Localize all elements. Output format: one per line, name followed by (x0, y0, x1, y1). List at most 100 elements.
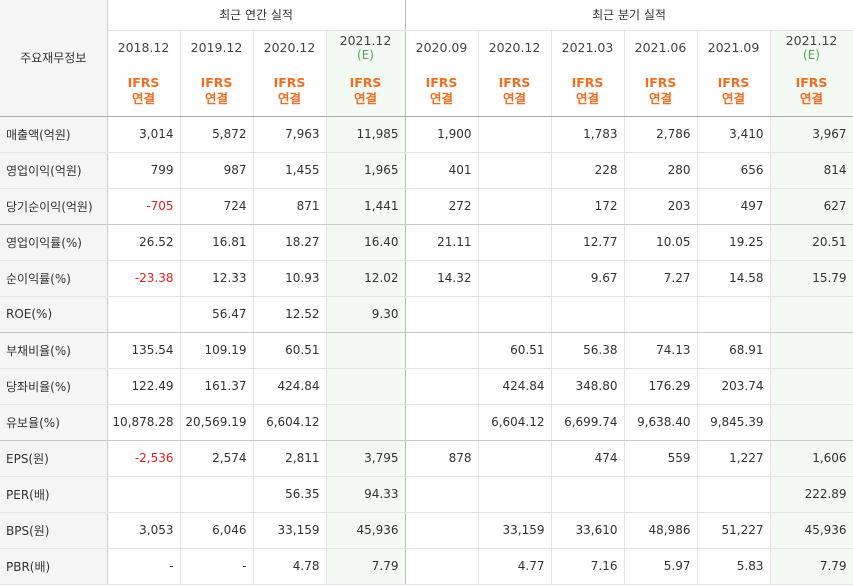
table-cell (770, 368, 853, 405)
period-header: 2018.12 (107, 30, 181, 66)
table-cell: 3,053 (107, 512, 181, 549)
table-cell: 7.16 (551, 548, 625, 585)
table-row: BPS(원) 3,053 6,046 33,159 45,936 33,159 33,610… (0, 512, 853, 549)
table-cell: 10,878.28 (107, 404, 181, 441)
table-cell: 51,227 (697, 512, 771, 549)
table-cell (478, 476, 552, 513)
table-cell: 1,455 (253, 152, 327, 189)
row-label: PER(배) (0, 476, 108, 513)
consolidation-type: 연결 (721, 90, 745, 106)
table-cell (405, 296, 479, 333)
row-label: ROE(%) (0, 296, 108, 333)
table-cell: 1,606 (770, 440, 853, 477)
table-cell: 12.02 (326, 260, 406, 297)
table-row: 당기순이익(억원) -705 724 871 1,441 272 172 203 497 627 (0, 188, 853, 225)
corner-label: 주요재무정보 (0, 0, 108, 117)
consolidation-type: 연결 (648, 90, 672, 106)
table-cell: -23.38 (107, 260, 181, 297)
ifrs-standard: IFRS (200, 74, 233, 90)
period-header: 2020.09 (405, 30, 479, 66)
row-label: 순이익률(%) (0, 260, 108, 297)
table-cell: 48,986 (624, 512, 698, 549)
period-label: 2018.12 (117, 40, 170, 56)
period-label: 2019.12 (190, 40, 243, 56)
table-cell: 45,936 (326, 512, 406, 549)
consolidation-type: 연결 (204, 90, 228, 106)
table-cell (326, 368, 406, 405)
table-cell: 18.27 (253, 224, 327, 261)
period-header: 2021.12 (E) (326, 30, 406, 66)
table-cell (478, 296, 552, 333)
table-cell: 4.77 (478, 548, 552, 585)
table-cell: 228 (551, 152, 625, 189)
table-cell: - (180, 548, 254, 585)
ifrs-label: IFRS 연결 (107, 66, 181, 117)
table-cell: 68.91 (697, 332, 771, 369)
table-cell: -2,536 (107, 440, 181, 477)
table-cell: 12.77 (551, 224, 625, 261)
table-cell: 14.32 (405, 260, 479, 297)
table-cell: 878 (405, 440, 479, 477)
period-label: 2021.12 (339, 33, 392, 49)
table-row: 순이익률(%) -23.38 12.33 10.93 12.02 14.32 9.67 7.2… (0, 260, 853, 297)
ifrs-standard: IFRS (498, 74, 531, 90)
table-cell (405, 404, 479, 441)
table-cell: 7,963 (253, 116, 327, 153)
period-label: 2021.12 (785, 33, 838, 49)
table-cell: 12.33 (180, 260, 254, 297)
table-cell: 627 (770, 188, 853, 225)
ifrs-standard: IFRS (273, 74, 306, 90)
table-cell: 3,410 (697, 116, 771, 153)
table-cell: 20.51 (770, 224, 853, 261)
table-cell: 497 (697, 188, 771, 225)
table-cell: 1,783 (551, 116, 625, 153)
table-cell: 987 (180, 152, 254, 189)
table-cell: 122.49 (107, 368, 181, 405)
table-cell: 424.84 (478, 368, 552, 405)
period-header: 2021.12 (E) (770, 30, 853, 66)
table-cell (478, 116, 552, 153)
table-cell (405, 512, 479, 549)
table-cell: 14.58 (697, 260, 771, 297)
table-cell (770, 404, 853, 441)
ifrs-standard: IFRS (795, 74, 828, 90)
table-row: ROE(%) 56.47 12.52 9.30 (0, 296, 853, 333)
table-cell: 16.81 (180, 224, 254, 261)
table-cell (551, 296, 625, 333)
table-cell: 4.78 (253, 548, 327, 585)
row-label: 당좌비율(%) (0, 368, 108, 405)
table-cell (405, 548, 479, 585)
ifrs-standard: IFRS (425, 74, 458, 90)
table-cell: 33,159 (478, 512, 552, 549)
consolidation-type: 연결 (353, 90, 377, 106)
table-cell: 814 (770, 152, 853, 189)
table-cell: 799 (107, 152, 181, 189)
table-cell: 559 (624, 440, 698, 477)
table-cell: 7.27 (624, 260, 698, 297)
table-row: 영업이익(억원) 799 987 1,455 1,965 401 228 280 656 814 (0, 152, 853, 189)
table-cell (326, 404, 406, 441)
table-cell: 6,604.12 (478, 404, 552, 441)
table-row: 영업이익률(%) 26.52 16.81 18.27 16.40 21.11 12.77 10… (0, 224, 853, 261)
table-cell (180, 476, 254, 513)
row-label: 영업이익(억원) (0, 152, 108, 189)
ifrs-label: IFRS 연결 (478, 66, 552, 117)
table-cell: 56.47 (180, 296, 254, 333)
table-cell: 348.80 (551, 368, 625, 405)
table-cell: 2,786 (624, 116, 698, 153)
table-cell (478, 224, 552, 261)
ifrs-label: IFRS 연결 (697, 66, 771, 117)
estimate-marker: (E) (803, 48, 820, 63)
table-cell: 60.51 (253, 332, 327, 369)
table-cell: 19.25 (697, 224, 771, 261)
ifrs-standard: IFRS (571, 74, 604, 90)
table-cell (770, 296, 853, 333)
table-cell (697, 476, 771, 513)
table-cell: 203 (624, 188, 698, 225)
table-cell: 15.79 (770, 260, 853, 297)
table-cell (405, 368, 479, 405)
table-cell (697, 296, 771, 333)
period-header: 2019.12 (180, 30, 254, 66)
ifrs-standard: IFRS (349, 74, 382, 90)
table-cell: 5,872 (180, 116, 254, 153)
